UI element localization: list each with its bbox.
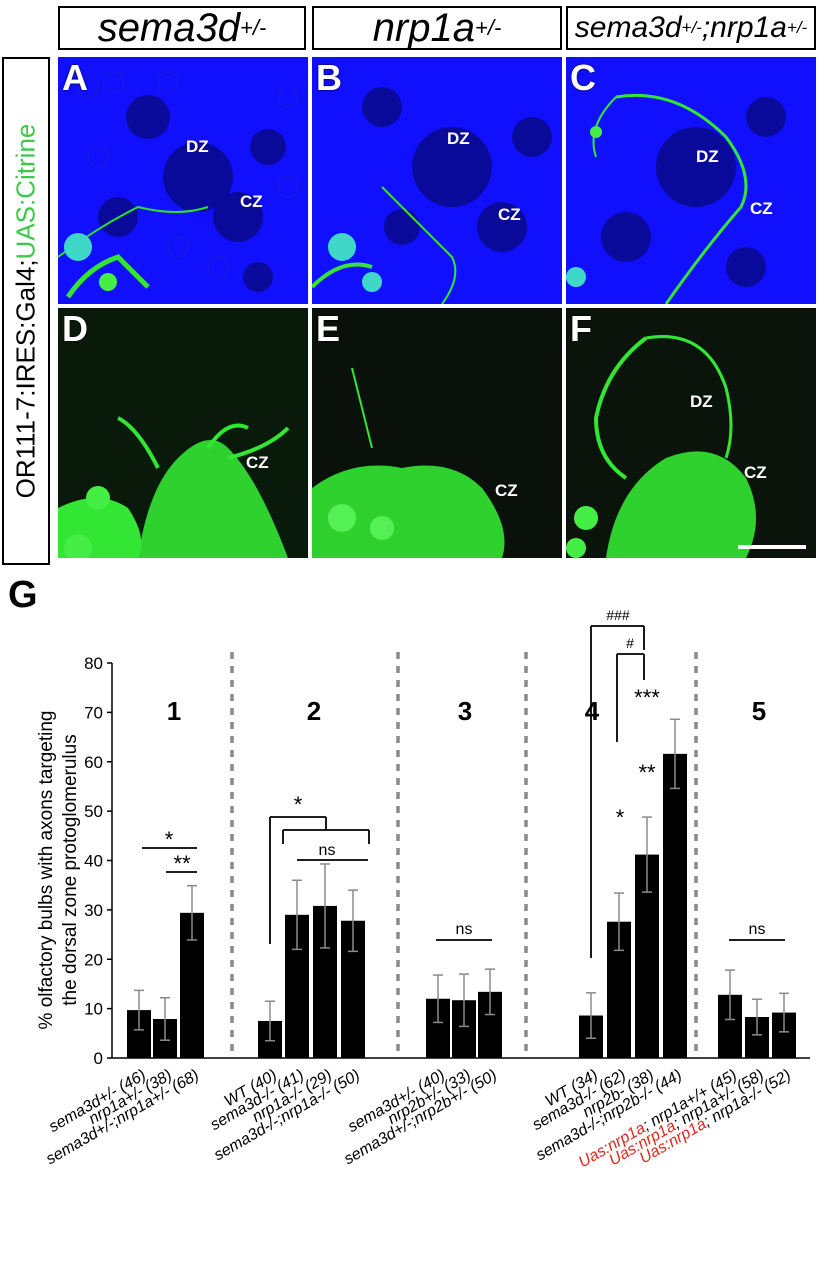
y-tick-label: 10 [84,1000,103,1019]
header-nrp1a-het: nrp1a +/- [312,6,562,50]
micrograph-image [58,57,308,304]
header-gene: sema3d [97,5,240,50]
group-number: 1 [167,696,181,726]
header-genotype: +/- [475,15,502,40]
micrograph-image [566,308,816,558]
micrograph-image [312,308,562,558]
micrograph-image [58,308,308,558]
header-genotype: +/- [786,18,808,37]
significance-star: *** [634,685,660,710]
header-sema3d-het: sema3d +/- [58,6,306,50]
micrograph-panel-a: A DZ CZ [58,57,308,304]
zone-label-cz: CZ [240,192,263,211]
panel-letter: F [570,308,592,349]
y-tick-label: 70 [84,703,103,722]
zone-label-cz: CZ [246,453,269,472]
significance-star: * [294,792,303,817]
significance-ns: ns [749,921,766,938]
significance-star: ** [173,851,191,876]
header-separator: ; [701,11,711,44]
significance-star: * [616,805,625,830]
y-tick-label: 50 [84,802,103,821]
significance-ns: ns [319,842,336,859]
micrograph-panel-d: D CZ [58,308,308,558]
micrograph-image [312,57,562,304]
significance-hash: ### [606,607,630,623]
panel-letter: D [62,308,88,349]
significance-star: ** [638,760,656,785]
y-tick-label: 80 [84,654,103,673]
y-tick-label: 0 [94,1049,103,1068]
significance-star: * [165,827,174,852]
bar [663,753,687,1058]
zone-label-cz: CZ [498,205,521,224]
panel-letter: B [316,57,342,98]
panel-letter-g: G [8,574,38,616]
header-gene: nrp1a [710,11,787,44]
panel-letter: C [570,57,596,98]
header-genotype: +/- [240,15,267,40]
zone-label-dz: DZ [690,392,713,411]
group-number: 5 [752,696,766,726]
header-double-het: sema3d +/-; nrp1a +/- [566,6,816,50]
zone-label-dz: DZ [447,129,470,148]
group-number: 3 [458,696,472,726]
zone-label-dz: DZ [696,147,719,166]
micrograph-panel-b: B DZ CZ [312,57,562,304]
significance-hash: # [626,635,634,651]
y-tick-label: 60 [84,753,103,772]
y-tick-label: 30 [84,901,103,920]
y-axis-label-line1: % olfactory bulbs with axons targeting [36,711,57,1030]
y-tick-label: 40 [84,852,103,871]
zone-label-cz: CZ [750,199,773,218]
micrograph-panel-e: E CZ [312,308,562,558]
micrograph-panel-c: C DZ CZ [566,57,816,304]
panel-letter: A [62,57,88,98]
y-tick-label: 20 [84,950,103,969]
scale-bar [738,545,806,549]
micrograph-panel-f: F DZ CZ [566,308,816,558]
header-gene: sema3d [574,11,682,44]
group-number: 4 [585,696,600,726]
header-genotype: +/- [681,18,702,37]
significance-ns: ns [456,921,473,938]
panel-letter: E [316,308,341,349]
header-gene: nrp1a [372,5,475,50]
group-number: 2 [307,696,321,726]
micrograph-image [566,57,816,304]
transgene-label-box: OR111-7:IRES:Gal4;UAS:Citrine [2,57,50,565]
y-axis-label-line2: the dorsal zone protoglomerulus [60,734,81,1005]
zone-label-cz: CZ [744,463,767,482]
zone-label-dz: DZ [186,137,209,156]
zone-label-cz: CZ [495,481,518,500]
